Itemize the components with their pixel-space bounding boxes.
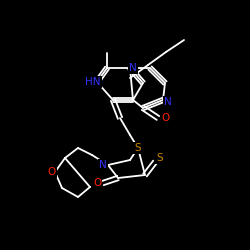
Text: O: O [93, 178, 101, 188]
Text: S: S [135, 143, 141, 153]
Text: HN: HN [85, 77, 101, 87]
Text: N: N [99, 160, 107, 170]
Text: O: O [161, 113, 169, 123]
Text: O: O [48, 167, 56, 177]
Text: N: N [129, 63, 137, 73]
Text: S: S [157, 153, 163, 163]
Text: N: N [164, 97, 172, 107]
